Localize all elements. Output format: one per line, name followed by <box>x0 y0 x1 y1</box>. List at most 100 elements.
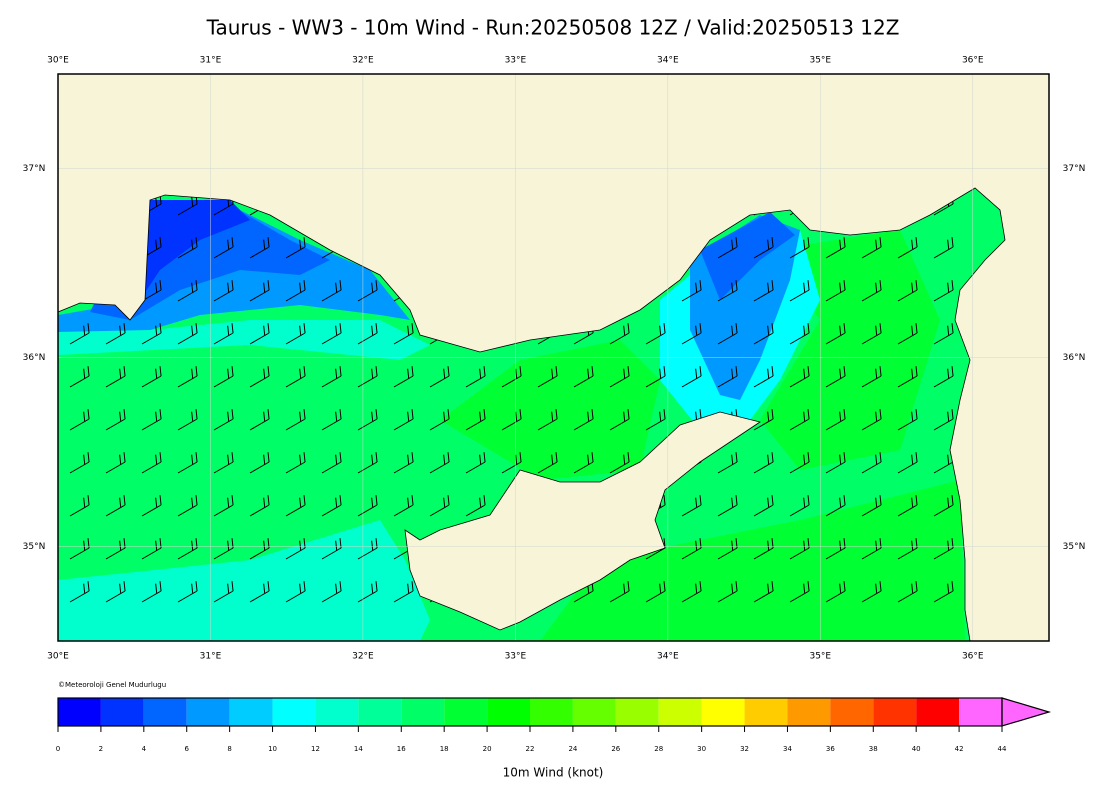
barb-tick <box>263 540 266 551</box>
credit: ©Meteoroloji Genel Mudurlugu <box>58 681 166 689</box>
wind-barb <box>321 581 342 603</box>
wind-barb <box>861 409 882 431</box>
barb-tick <box>951 280 954 291</box>
barb-shaft <box>357 590 378 603</box>
wind-barb <box>69 495 90 517</box>
barb-tick <box>951 366 954 377</box>
barb-tick <box>155 583 158 594</box>
barb-tick <box>195 366 198 377</box>
barb-shaft <box>285 246 306 259</box>
barb-shaft <box>429 418 450 431</box>
barb-tick <box>159 409 162 420</box>
barb-tick <box>555 409 558 420</box>
barb-tick <box>839 282 842 293</box>
color-bin <box>830 698 874 726</box>
barb-shaft <box>825 332 846 345</box>
wind-barb <box>177 409 198 431</box>
wind-barb <box>753 280 774 302</box>
wind-barb <box>213 495 234 517</box>
wind-barb <box>321 280 342 302</box>
wind-barb <box>177 280 198 302</box>
wind-barb <box>861 323 882 345</box>
barb-tick <box>735 366 738 377</box>
lat-label: 36°N <box>23 353 46 363</box>
barb-tick <box>911 454 914 465</box>
barb-shaft <box>213 504 234 517</box>
barb-tick <box>663 495 666 506</box>
barb-shaft <box>825 461 846 474</box>
colorbar-tick-label: 36 <box>826 745 835 753</box>
wind-barb <box>177 323 198 345</box>
wind-barb <box>609 323 630 345</box>
barb-tick <box>227 411 230 422</box>
barb-shaft <box>321 332 342 345</box>
wind-barb <box>177 495 198 517</box>
barb-shaft <box>69 375 90 388</box>
barb-tick <box>627 366 630 377</box>
wind-barb <box>249 581 270 603</box>
barb-tick <box>911 239 914 250</box>
wind-barb <box>357 366 378 388</box>
wind-barb <box>285 366 306 388</box>
barb-tick <box>191 196 194 207</box>
barb-shaft <box>321 504 342 517</box>
barb-shaft <box>213 590 234 603</box>
barb-tick <box>767 454 770 465</box>
barb-tick <box>447 409 450 420</box>
barb-shaft <box>897 289 918 302</box>
colorbar-tick-label: 28 <box>654 745 663 753</box>
barb-tick <box>663 323 666 334</box>
barb-shaft <box>105 547 126 560</box>
barb-tick <box>551 368 554 379</box>
barb-tick <box>947 497 950 508</box>
barb-tick <box>623 325 626 336</box>
barb-tick <box>839 583 842 594</box>
barb-tick <box>263 497 266 508</box>
wind-barb <box>825 452 846 474</box>
barb-tick <box>411 409 414 420</box>
barb-tick <box>83 411 86 422</box>
barb-shaft <box>933 375 954 388</box>
barb-shaft <box>465 461 486 474</box>
wind-barb <box>609 581 630 603</box>
barb-tick <box>771 280 774 291</box>
barb-shaft <box>753 590 774 603</box>
barb-shaft <box>861 375 882 388</box>
barb-tick <box>299 239 302 250</box>
barb-shaft <box>213 461 234 474</box>
wind-barb <box>357 409 378 431</box>
barb-tick <box>731 239 734 250</box>
color-bin <box>744 698 788 726</box>
barb-shaft <box>69 418 90 431</box>
barb-tick <box>803 368 806 379</box>
barb-tick <box>699 409 702 420</box>
barb-tick <box>915 237 918 248</box>
barb-shaft <box>825 246 846 259</box>
barb-tick <box>371 282 374 293</box>
barb-tick <box>875 540 878 551</box>
barb-tick <box>443 411 446 422</box>
colorbar-tick-label: 14 <box>354 745 363 753</box>
colorbar-tick-label: 2 <box>99 745 103 753</box>
barb-shaft <box>465 418 486 431</box>
barb-tick <box>227 454 230 465</box>
barb-shaft <box>105 590 126 603</box>
colorbar-tick-label: 10 <box>268 745 277 753</box>
barb-tick <box>839 239 842 250</box>
barb-tick <box>263 411 266 422</box>
wind-barb <box>645 409 666 431</box>
lon-label: 30°E <box>47 652 69 662</box>
barb-tick <box>695 368 698 379</box>
barb-shaft <box>753 547 774 560</box>
lat-label: 35°N <box>1063 542 1086 552</box>
color-bin <box>873 698 917 726</box>
barb-shaft <box>717 375 738 388</box>
barb-shaft <box>357 332 378 345</box>
wind-barb <box>681 280 702 302</box>
lat-label: 36°N <box>1063 353 1086 363</box>
barb-shaft <box>789 246 810 259</box>
barb-shaft <box>933 504 954 517</box>
barb-tick <box>87 409 90 420</box>
barb-tick <box>879 452 882 463</box>
wind-barb <box>825 237 846 259</box>
